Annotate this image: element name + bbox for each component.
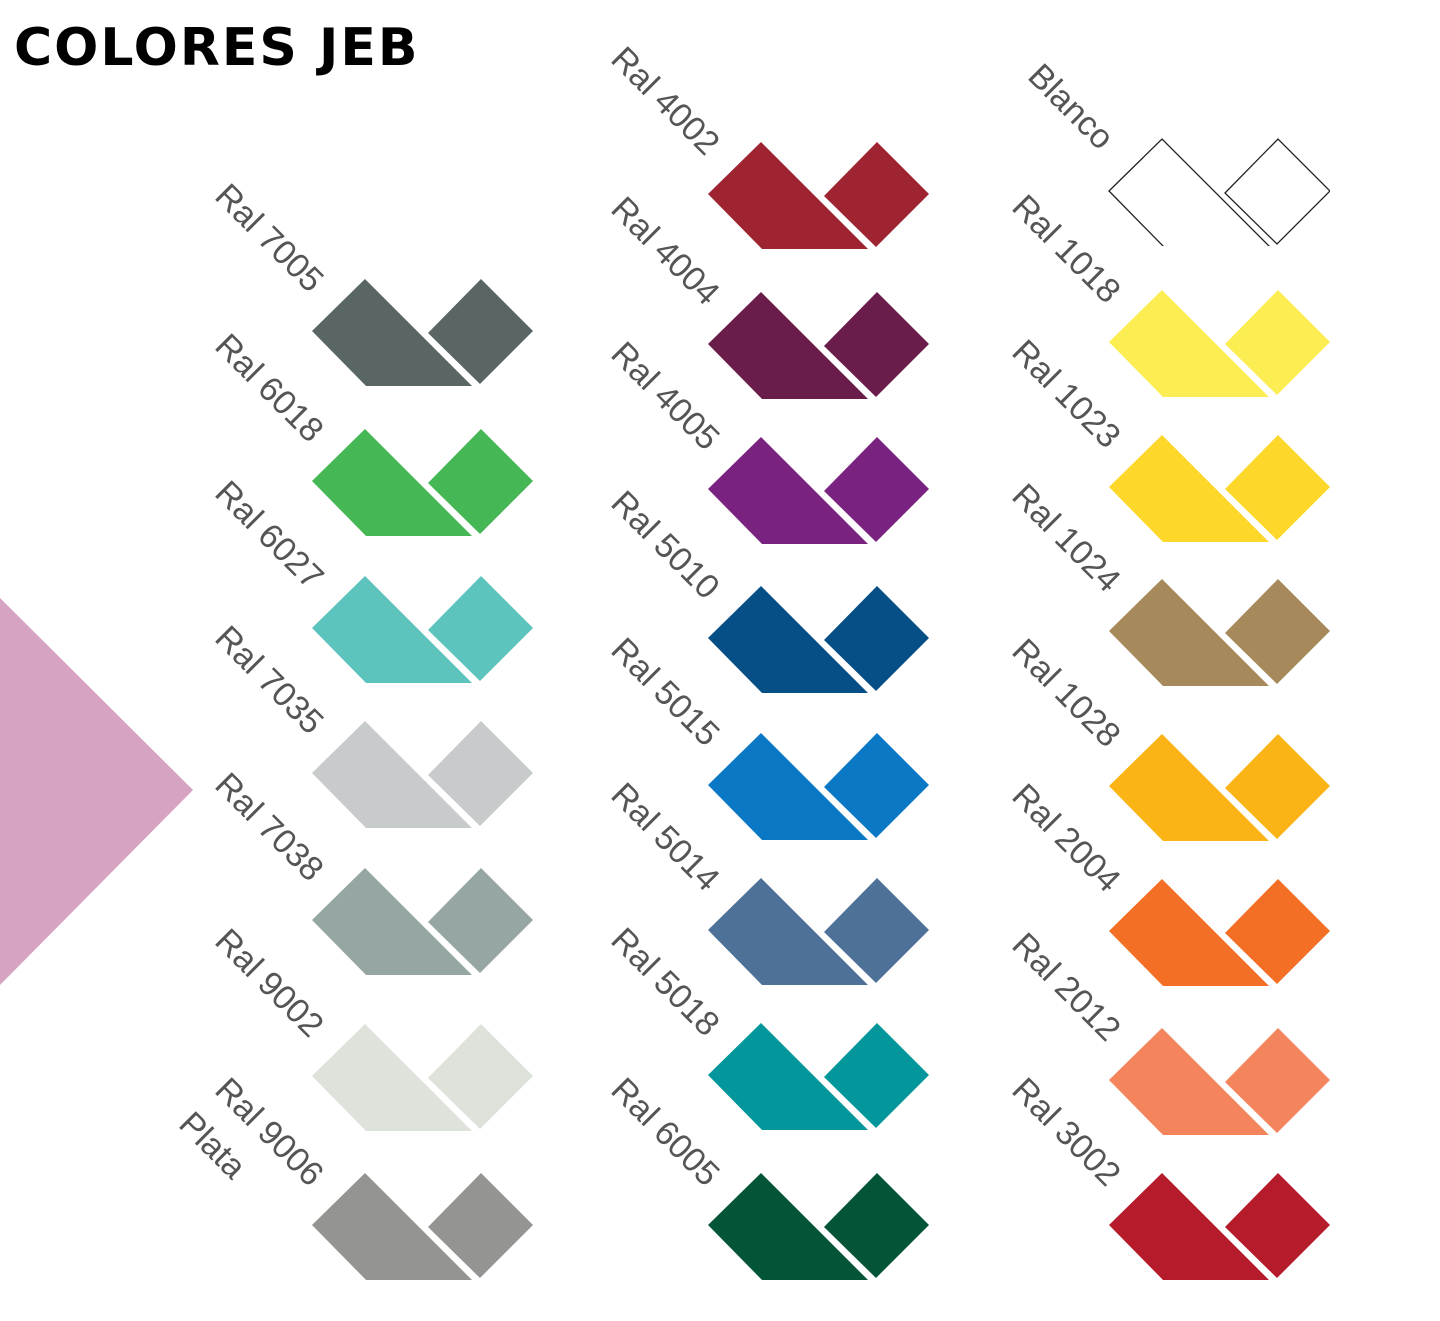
swatch-diamond-piece bbox=[1225, 579, 1330, 684]
swatch-diamond-piece bbox=[824, 292, 929, 397]
color-swatch-ral-5010 bbox=[708, 586, 929, 693]
swatch-large-piece bbox=[708, 1023, 868, 1130]
swatch-diamond-piece bbox=[428, 1173, 533, 1278]
swatch-large-piece bbox=[708, 437, 868, 544]
color-swatch-ral-5014 bbox=[708, 878, 929, 985]
color-swatch-ral-9006 bbox=[312, 1173, 533, 1280]
swatch-large-piece bbox=[708, 878, 868, 985]
swatch-diamond-piece bbox=[1224, 138, 1330, 245]
swatch-large-piece bbox=[1109, 435, 1269, 542]
color-swatch-ral-6005 bbox=[708, 1173, 929, 1280]
color-swatch-ral-4005 bbox=[708, 437, 929, 544]
color-swatch-ral-6027 bbox=[312, 576, 533, 683]
swatch-large-piece bbox=[312, 868, 472, 975]
swatch-large-piece bbox=[708, 1173, 868, 1280]
swatch-large-piece bbox=[1109, 879, 1269, 986]
color-swatch-ral-2004 bbox=[1109, 879, 1330, 986]
color-swatch-ral-7038 bbox=[312, 868, 533, 975]
color-swatch-ral-1024 bbox=[1109, 579, 1330, 686]
swatch-large-piece bbox=[1109, 579, 1269, 686]
pink-triangle bbox=[0, 598, 193, 985]
swatch-diamond-piece bbox=[824, 878, 929, 983]
swatch-diamond-piece bbox=[824, 1173, 929, 1278]
color-swatch-ral-4002 bbox=[708, 142, 929, 249]
swatch-diamond-piece bbox=[428, 576, 533, 681]
swatch-large-piece bbox=[312, 429, 472, 536]
color-swatch-ral-7035 bbox=[312, 721, 533, 828]
color-swatch-ral-5018 bbox=[708, 1023, 929, 1130]
swatch-diamond-piece bbox=[428, 721, 533, 826]
swatch-large-piece bbox=[312, 721, 472, 828]
color-swatch-ral-1018 bbox=[1109, 290, 1330, 397]
swatch-diamond-piece bbox=[428, 1024, 533, 1129]
swatch-large-piece bbox=[312, 279, 472, 386]
swatch-large-piece bbox=[1109, 1028, 1269, 1135]
color-label: Ral 7005 bbox=[207, 176, 331, 300]
color-swatch-ral-7005 bbox=[312, 279, 533, 386]
swatch-large-piece bbox=[312, 1173, 472, 1280]
swatch-diamond-piece bbox=[1225, 290, 1330, 395]
page-title: COLORES JEB bbox=[14, 18, 420, 78]
color-label: Ral 4002 bbox=[603, 39, 727, 163]
color-swatch-ral-5015 bbox=[708, 733, 929, 840]
swatch-diamond-piece bbox=[1225, 1028, 1330, 1133]
swatch-diamond-piece bbox=[824, 733, 929, 838]
swatch-diamond-piece bbox=[1225, 1173, 1330, 1278]
swatch-diamond-piece bbox=[1225, 879, 1330, 984]
swatch-large-piece bbox=[708, 733, 868, 840]
swatch-large-piece bbox=[1109, 734, 1269, 841]
swatch-large-piece bbox=[1109, 1173, 1269, 1280]
color-label: Blanco bbox=[1020, 56, 1121, 157]
swatch-diamond-piece bbox=[1225, 734, 1330, 839]
swatch-large-piece bbox=[708, 292, 868, 399]
swatch-large-piece bbox=[1108, 138, 1270, 246]
color-swatch-blanco bbox=[1108, 138, 1330, 246]
swatch-large-piece bbox=[312, 1024, 472, 1131]
swatch-diamond-piece bbox=[824, 1023, 929, 1128]
color-swatch-ral-1028 bbox=[1109, 734, 1330, 841]
swatch-diamond-piece bbox=[428, 429, 533, 534]
swatch-diamond-piece bbox=[824, 142, 929, 247]
swatch-large-piece bbox=[708, 142, 868, 249]
swatch-large-piece bbox=[1109, 290, 1269, 397]
swatch-diamond-piece bbox=[428, 279, 533, 384]
swatch-large-piece bbox=[312, 576, 472, 683]
swatch-diamond-piece bbox=[824, 586, 929, 691]
swatch-diamond-piece bbox=[824, 437, 929, 542]
color-swatch-ral-3002 bbox=[1109, 1173, 1330, 1280]
color-swatch-ral-6018 bbox=[312, 429, 533, 536]
swatch-diamond-piece bbox=[428, 868, 533, 973]
color-swatch-ral-9002 bbox=[312, 1024, 533, 1131]
color-swatch-ral-2012 bbox=[1109, 1028, 1330, 1135]
color-swatch-ral-1023 bbox=[1109, 435, 1330, 542]
swatch-large-piece bbox=[708, 586, 868, 693]
color-swatch-ral-4004 bbox=[708, 292, 929, 399]
swatch-diamond-piece bbox=[1225, 435, 1330, 540]
pink-triangle-decoration bbox=[0, 598, 193, 985]
